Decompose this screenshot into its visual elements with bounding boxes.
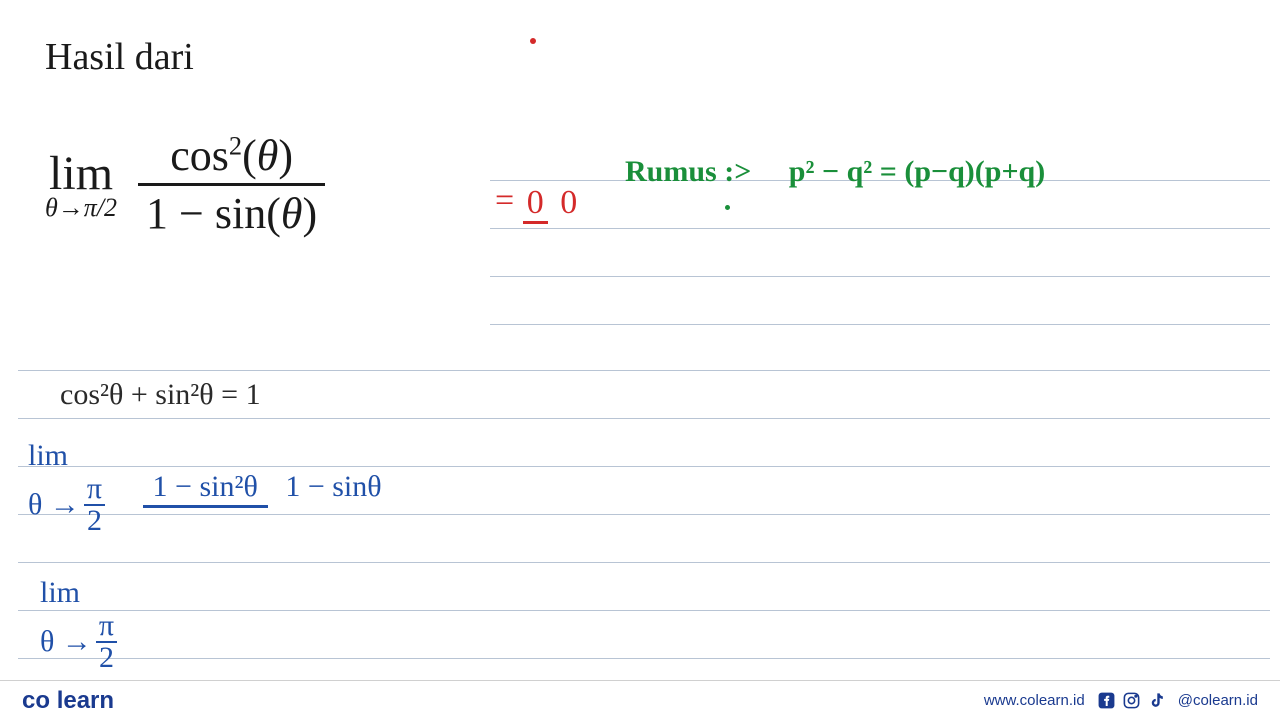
blue-step-2: lim θ → π 2 <box>40 575 117 673</box>
tiktok-icon <box>1147 691 1166 710</box>
limit-numerator: cos2(θ) <box>138 130 325 183</box>
green-label: Rumus :> <box>625 155 751 188</box>
instagram-icon <box>1122 691 1141 710</box>
green-formula-hint: Rumus :> p² − q² = (p−q)(p+q) <box>625 155 1045 189</box>
green-dot-decoration <box>725 205 730 210</box>
red-zero-over-zero: = 0 0 <box>495 182 581 222</box>
footer-bar: co learn www.colearn.id @colearn.id <box>0 680 1280 720</box>
footer-handle: @colearn.id <box>1178 692 1258 709</box>
facebook-icon <box>1097 691 1116 710</box>
blue-step-1: lim θ → π 2 1 − sin²θ 1 − sinθ <box>28 438 392 536</box>
green-formula: p² − q² = (p−q)(p+q) <box>789 155 1045 188</box>
footer-url: www.colearn.id <box>984 692 1085 709</box>
red-dot-decoration <box>530 38 536 44</box>
limit-expression: lim θ→π/2 cos2(θ) 1 − sin(θ) <box>45 130 325 239</box>
lim-subscript: θ→π/2 <box>45 193 117 223</box>
limit-denominator: 1 − sin(θ) <box>138 183 325 239</box>
pythagorean-identity: cos²θ + sin²θ = 1 <box>60 378 261 412</box>
colearn-logo: co learn <box>22 687 114 715</box>
social-icons <box>1097 691 1166 710</box>
problem-title: Hasil dari <box>45 35 194 79</box>
